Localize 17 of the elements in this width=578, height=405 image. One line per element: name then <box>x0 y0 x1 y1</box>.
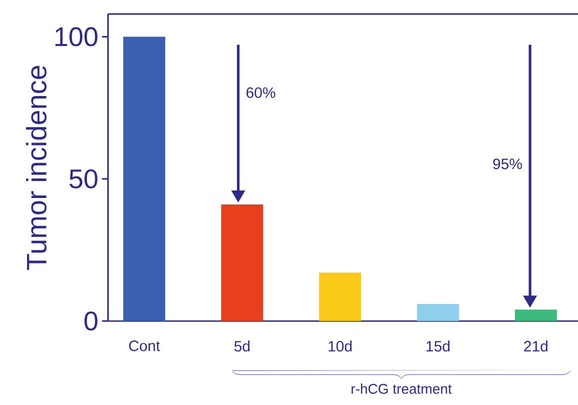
x-tick-label: 15d <box>426 340 450 352</box>
x-tick-label: 10d <box>328 340 352 352</box>
x-tick-label: 5d <box>234 340 250 352</box>
x-tick-label: Cont <box>129 340 160 352</box>
y-tick-label: 50 <box>70 169 98 188</box>
y-axis-title: Tumor incidence <box>26 66 47 270</box>
bar <box>416 304 459 321</box>
y-tick-label: 100 <box>55 27 98 46</box>
y-tick-label: 0 <box>84 311 98 331</box>
bar <box>221 204 264 321</box>
bar <box>123 36 166 321</box>
x-tick-label: 21d <box>524 340 548 352</box>
x-axis-title: r-hCG treatment <box>352 384 452 394</box>
bar <box>514 310 557 321</box>
annotation: 95% <box>493 158 522 170</box>
annotation: 60% <box>246 87 276 98</box>
bar <box>319 272 362 321</box>
